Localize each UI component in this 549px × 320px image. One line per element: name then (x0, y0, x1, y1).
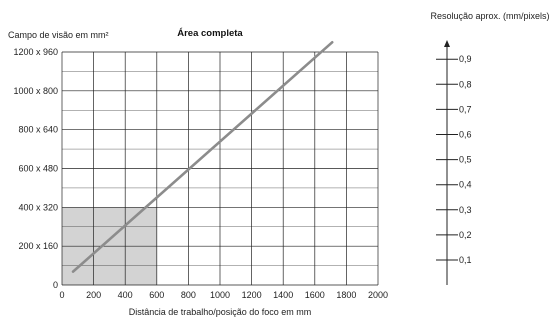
x-tick-label: 1800 (336, 290, 356, 300)
x-tick-label: 200 (86, 290, 101, 300)
resolution-tick-label: 0,7 (459, 104, 472, 114)
y-tick-label: 800 x 640 (18, 125, 58, 135)
x-tick-label: 1200 (242, 290, 262, 300)
x-tick-label: 600 (149, 290, 164, 300)
resolution-tick-label: 0,5 (459, 155, 472, 165)
x-axis-label: Distância de trabalho/posição do foco em… (129, 307, 312, 317)
series-line (71, 40, 334, 273)
y-axis-label: Campo de visão em mm² (8, 30, 109, 40)
x-tick-label: 1000 (210, 290, 230, 300)
resolution-tick-label: 0,4 (459, 180, 472, 190)
resolution-tick-label: 0,1 (459, 255, 472, 265)
x-tick-label: 2000 (368, 290, 388, 300)
x-tick-label: 800 (181, 290, 196, 300)
y-tick-label: 0 (53, 280, 58, 290)
resolution-tick-label: 0,9 (459, 54, 472, 64)
x-tick-label: 1400 (273, 290, 293, 300)
resolution-tick-label: 0,3 (459, 205, 472, 215)
x-tick-label: 400 (118, 290, 133, 300)
y-tick-label: 600 x 480 (18, 164, 58, 174)
resolution-tick-label: 0,2 (459, 230, 472, 240)
data-series (71, 40, 334, 273)
x-tick-label: 0 (59, 290, 64, 300)
x-tick-label: 1600 (305, 290, 325, 300)
x-tick-labels: 0 200 400 600 800 1000 1200 1400 1600 1800 2000 (59, 290, 388, 300)
chart-title: Área completa (177, 28, 243, 39)
grid (61, 51, 379, 286)
resolution-scale: 0,1 0,2 0,3 0,4 0,5 0,6 0,7 0,8 0,9 (436, 40, 472, 285)
resolution-axis-arrow (444, 40, 450, 47)
y-tick-label: 1200 x 960 (13, 47, 58, 57)
y-tick-label: 400 x 320 (18, 202, 58, 212)
resolution-tick-label: 0,6 (459, 130, 472, 140)
y-tick-label: 200 x 160 (18, 241, 58, 251)
resolution-scale-label: Resolução aprox. (mm/pixels) (430, 11, 549, 21)
y-tick-labels: 0 200 x 160 400 x 320 600 x 480 800 x 640 100… (13, 47, 58, 290)
resolution-tick-label: 0,8 (459, 79, 472, 89)
y-tick-label: 1000 x 800 (13, 86, 58, 96)
